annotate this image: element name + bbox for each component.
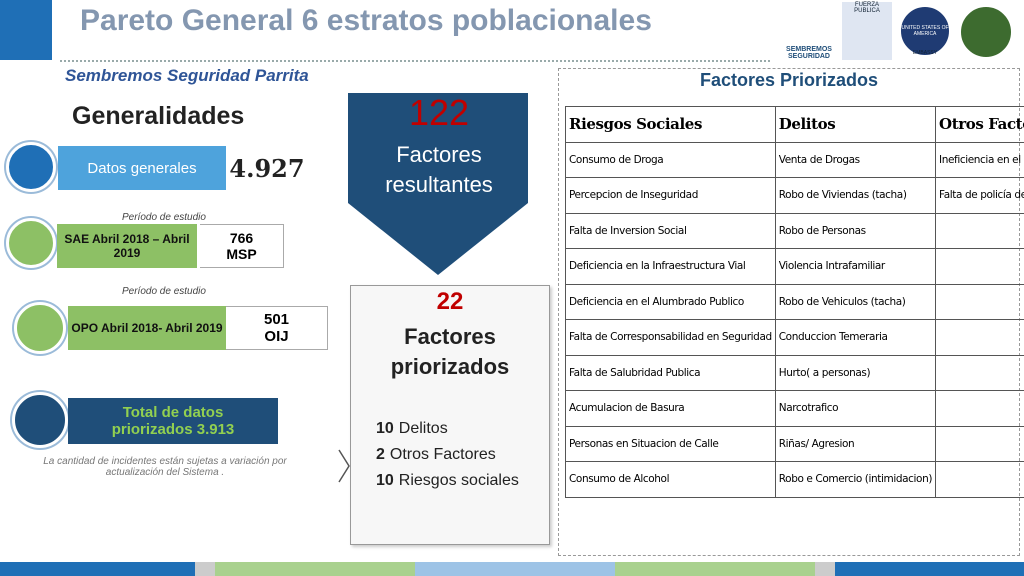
header-bar: [0, 0, 52, 60]
label: Delitos: [398, 420, 448, 437]
count: 2: [376, 446, 385, 463]
value: 766 MSP: [200, 224, 284, 268]
note: La cantidad de incidentes están sujetas …: [43, 456, 287, 478]
cell: Hurto( a personas): [774, 354, 937, 391]
column-header: Riesgos Sociales: [565, 106, 776, 143]
row: Falta de Salubridad Publica Hurto( a pers…: [565, 354, 1024, 391]
breakdown-item: 10 Delitos: [376, 416, 519, 442]
cell: Ineficiencia en el servicio de policía: [935, 141, 1024, 178]
row: Deficiencia en el Alumbrado Publico Robo …: [565, 283, 1024, 320]
icon: [12, 392, 68, 448]
breakdown-item: 10 Riesgos sociales: [376, 468, 519, 494]
row: Falta de Inversion Social Robo de Persona…: [565, 212, 1024, 249]
cell: Personas en Situacion de Calle: [565, 425, 776, 462]
cell: Conduccion Temeraria: [774, 319, 937, 356]
value: 501 OIJ: [226, 306, 328, 350]
caption: Período de estudio: [122, 212, 206, 223]
cell: Falta de policía de Transito: [935, 177, 1024, 214]
number: 122: [408, 92, 470, 133]
title: Pareto General 6 estratos poblacionales: [80, 4, 652, 37]
cell: Violencia Intrafamiliar: [774, 248, 937, 285]
caption: Período de estudio: [122, 286, 206, 297]
cell: Deficiencia en la Infraestructura Vial: [565, 248, 776, 285]
arrow-shape: [348, 93, 528, 275]
cell: Robo de Viviendas (tacha): [774, 177, 937, 214]
cell: Falta de Inversion Social: [565, 212, 776, 249]
logo: SEMBREMOS SEGURIDAD: [786, 46, 832, 60]
value: 4.927: [229, 153, 305, 183]
label: Datos generales: [58, 146, 226, 190]
label: OPO Abril 2018- Abril 2019: [68, 306, 226, 350]
cell: Robo de Vehiculos (tacha): [774, 283, 937, 320]
table-title: Factores Priorizados: [699, 70, 879, 90]
row: Personas en Situacion de Calle Riñas/ Agr…: [565, 425, 1024, 462]
row: Acumulacion de Basura Narcotrafico: [565, 390, 1024, 427]
label: Otros Factores: [389, 446, 496, 463]
cell: [935, 425, 1024, 462]
subtitle: Sembremos Seguridad Parrita: [65, 66, 309, 85]
label: Riesgos sociales: [398, 472, 519, 489]
number: 22: [436, 288, 464, 315]
row: Consumo de Droga Venta de Drogas Ineficien…: [565, 141, 1024, 178]
count: 10: [376, 420, 394, 437]
cell: Falta de Corresponsabilidad en Seguridad: [565, 319, 776, 356]
row: Deficiencia en la Infraestructura Vial Vi…: [565, 248, 1024, 285]
cell: Falta de Salubridad Publica: [565, 354, 776, 391]
cell: [935, 248, 1024, 285]
label: Factores resultantes: [385, 142, 493, 197]
column-header: Otros Factores: [935, 106, 1024, 143]
cell: Acumulacion de Basura: [565, 390, 776, 427]
cell: [935, 212, 1024, 249]
icon: [14, 302, 66, 354]
divider: [60, 60, 770, 62]
logo: EMBASSY: [912, 50, 938, 56]
count: 10: [376, 472, 394, 489]
footer-bar: [0, 562, 1024, 576]
total: Total de datos priorizados 3.913: [68, 398, 278, 444]
label: Factores priorizados: [390, 324, 510, 379]
icon: [6, 218, 56, 268]
priorizados-box: [350, 285, 550, 545]
logo: [958, 4, 1014, 60]
cell: Consumo de Alcohol: [565, 461, 776, 498]
cell: Deficiencia en el Alumbrado Publico: [565, 283, 776, 320]
cell: Narcotrafico: [774, 390, 937, 427]
cell: [935, 283, 1024, 320]
row: Percepcion de Inseguridad Robo de Viviend…: [565, 177, 1024, 214]
cell: [935, 354, 1024, 391]
label: SAE Abril 2018 – Abril 2019: [57, 224, 197, 268]
breakdown: 10 Delitos 2 Otros Factores 10 Riesgos social…: [376, 416, 519, 494]
cell: Riñas/ Agresion: [774, 425, 937, 462]
cell: [935, 319, 1024, 356]
cell: Robo de Personas: [774, 212, 937, 249]
row: Falta de Corresponsabilidad en Seguridad…: [565, 319, 1024, 356]
logo: UNITED STATES OF AMERICA: [898, 4, 952, 58]
cell: [935, 390, 1024, 427]
chevron: [338, 449, 350, 483]
row: Consumo de Alcohol Robo e Comercio (intim…: [565, 461, 1024, 498]
cell: Percepcion de Inseguridad: [565, 177, 776, 214]
icon: [6, 142, 56, 192]
cell: Consumo de Droga: [565, 141, 776, 178]
breakdown-item: 2 Otros Factores: [376, 442, 519, 468]
column-header: Delitos: [774, 106, 937, 143]
logo: FUERZA PUBLICA: [842, 2, 892, 60]
cell: Venta de Drogas: [774, 141, 937, 178]
cell: [935, 461, 1024, 498]
cell: Robo e Comercio (intimidacion): [774, 461, 937, 498]
heading: Generalidades: [72, 102, 245, 130]
